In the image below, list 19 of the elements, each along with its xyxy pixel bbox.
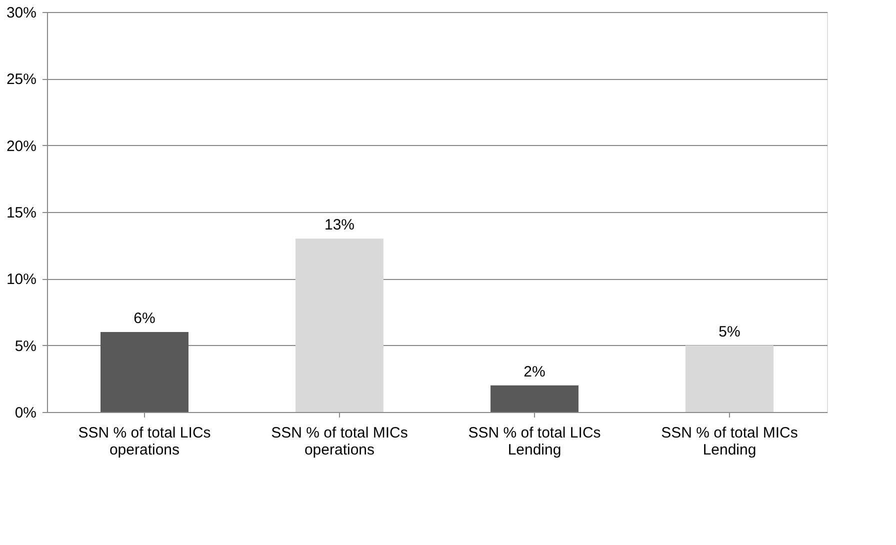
y-tick-label: 30% (6, 4, 36, 22)
y-tick-label: 0% (14, 404, 36, 422)
x-tick-label: SSN % of total MICs Lending (661, 424, 798, 458)
y-tick-label: 5% (14, 338, 36, 355)
data-label: 5% (718, 323, 740, 340)
bar (686, 345, 774, 412)
bar (296, 238, 384, 412)
x-tick-label: SSN % of total LICs Lending (468, 424, 601, 458)
y-tick-label: 20% (6, 138, 36, 155)
bar (490, 385, 578, 412)
data-label: 2% (524, 363, 546, 380)
data-label: 13% (324, 216, 355, 234)
x-tick-label: SSN % of total MICs operations (271, 424, 408, 458)
x-tick-label: SSN % of total LICs operations (78, 424, 211, 458)
bar (100, 332, 188, 412)
data-label: 6% (134, 310, 156, 327)
y-tick-label: 10% (6, 271, 36, 288)
y-tick-label: 25% (6, 71, 36, 88)
y-tick-label: 15% (6, 204, 36, 222)
